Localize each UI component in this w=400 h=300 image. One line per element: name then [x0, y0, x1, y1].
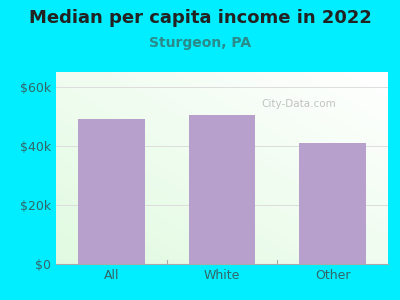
Text: Median per capita income in 2022: Median per capita income in 2022 [28, 9, 372, 27]
Text: Sturgeon, PA: Sturgeon, PA [149, 36, 251, 50]
Bar [78, 119, 144, 264]
Bar [300, 143, 366, 264]
Text: City-Data.com: City-Data.com [261, 99, 336, 109]
Bar [189, 115, 255, 264]
